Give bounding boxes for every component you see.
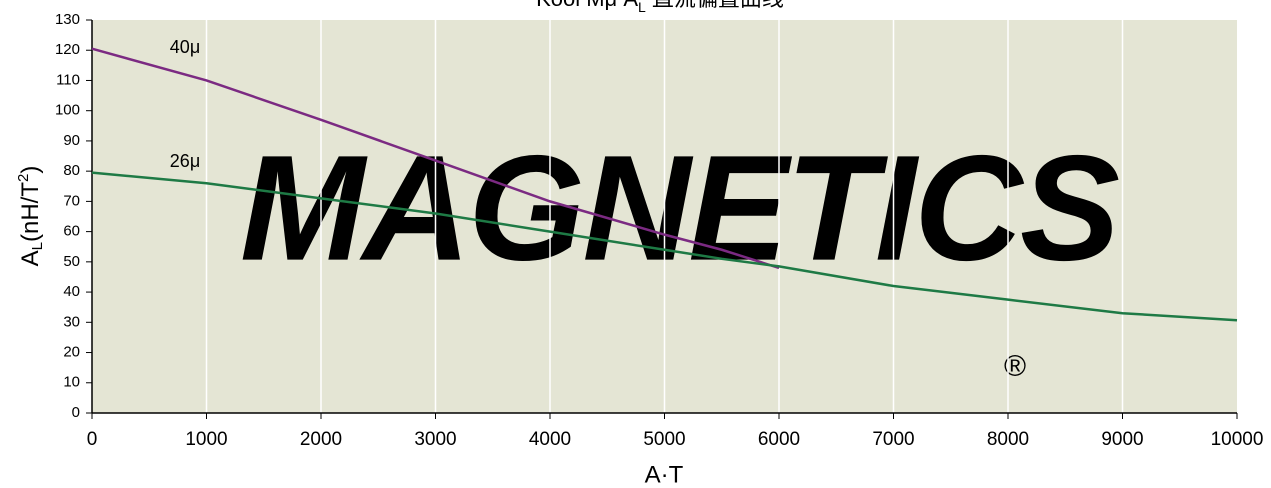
x-tick-label: 1000	[185, 429, 227, 450]
y-tick-label: 40	[63, 283, 80, 300]
y-tick-label: 0	[72, 404, 80, 421]
y-tick-label: 90	[63, 132, 80, 149]
series-line	[91, 171, 1238, 322]
y-tick-label: 20	[63, 344, 80, 361]
ylabel-rest: (nH/T	[17, 182, 44, 242]
y-tick-label: 80	[63, 162, 80, 179]
y-tick-label: 70	[63, 192, 80, 209]
x-axis-label: A·T	[645, 461, 684, 488]
ylabel-end: )	[17, 166, 44, 174]
y-tick-label: 120	[55, 41, 80, 58]
x-tick-label: 7000	[872, 429, 914, 450]
series-label: 40μ	[170, 37, 200, 57]
title-sub: L	[638, 0, 646, 15]
ylabel-main: A	[17, 250, 44, 266]
x-tick-label: 9000	[1101, 429, 1143, 450]
watermark-mark: ®	[1004, 350, 1026, 383]
y-tick-label: 130	[55, 11, 80, 28]
y-tick-label: 30	[63, 313, 80, 330]
x-tick-label: 5000	[643, 429, 685, 450]
title-main: Kool Mμ A	[536, 0, 638, 11]
x-tick-label: 2000	[300, 429, 342, 450]
x-tick-label: 3000	[414, 429, 456, 450]
y-tick-label: 100	[55, 102, 80, 119]
ylabel-sup: 2	[15, 174, 32, 182]
y-tick-label: 60	[63, 223, 80, 240]
series-line	[91, 47, 780, 270]
y-axis-label: AL(nH/T2)	[15, 166, 46, 267]
ylabel-sub: L	[29, 242, 46, 250]
series-label: 26μ	[170, 151, 200, 171]
x-tick-label: 10000	[1211, 429, 1264, 450]
y-tick-label: 50	[63, 253, 80, 270]
chart-title: Kool Mμ AL 直流偏置曲线	[536, 0, 784, 15]
x-tick-label: 6000	[758, 429, 800, 450]
title-rest: 直流偏置曲线	[646, 0, 784, 11]
watermark: MAGNETICS	[240, 124, 1120, 292]
y-tick-label: 10	[63, 374, 80, 391]
x-tick-label: 4000	[529, 429, 571, 450]
x-tick-label: 8000	[987, 429, 1029, 450]
x-tick-label: 0	[87, 429, 98, 450]
y-tick-label: 110	[56, 71, 80, 88]
